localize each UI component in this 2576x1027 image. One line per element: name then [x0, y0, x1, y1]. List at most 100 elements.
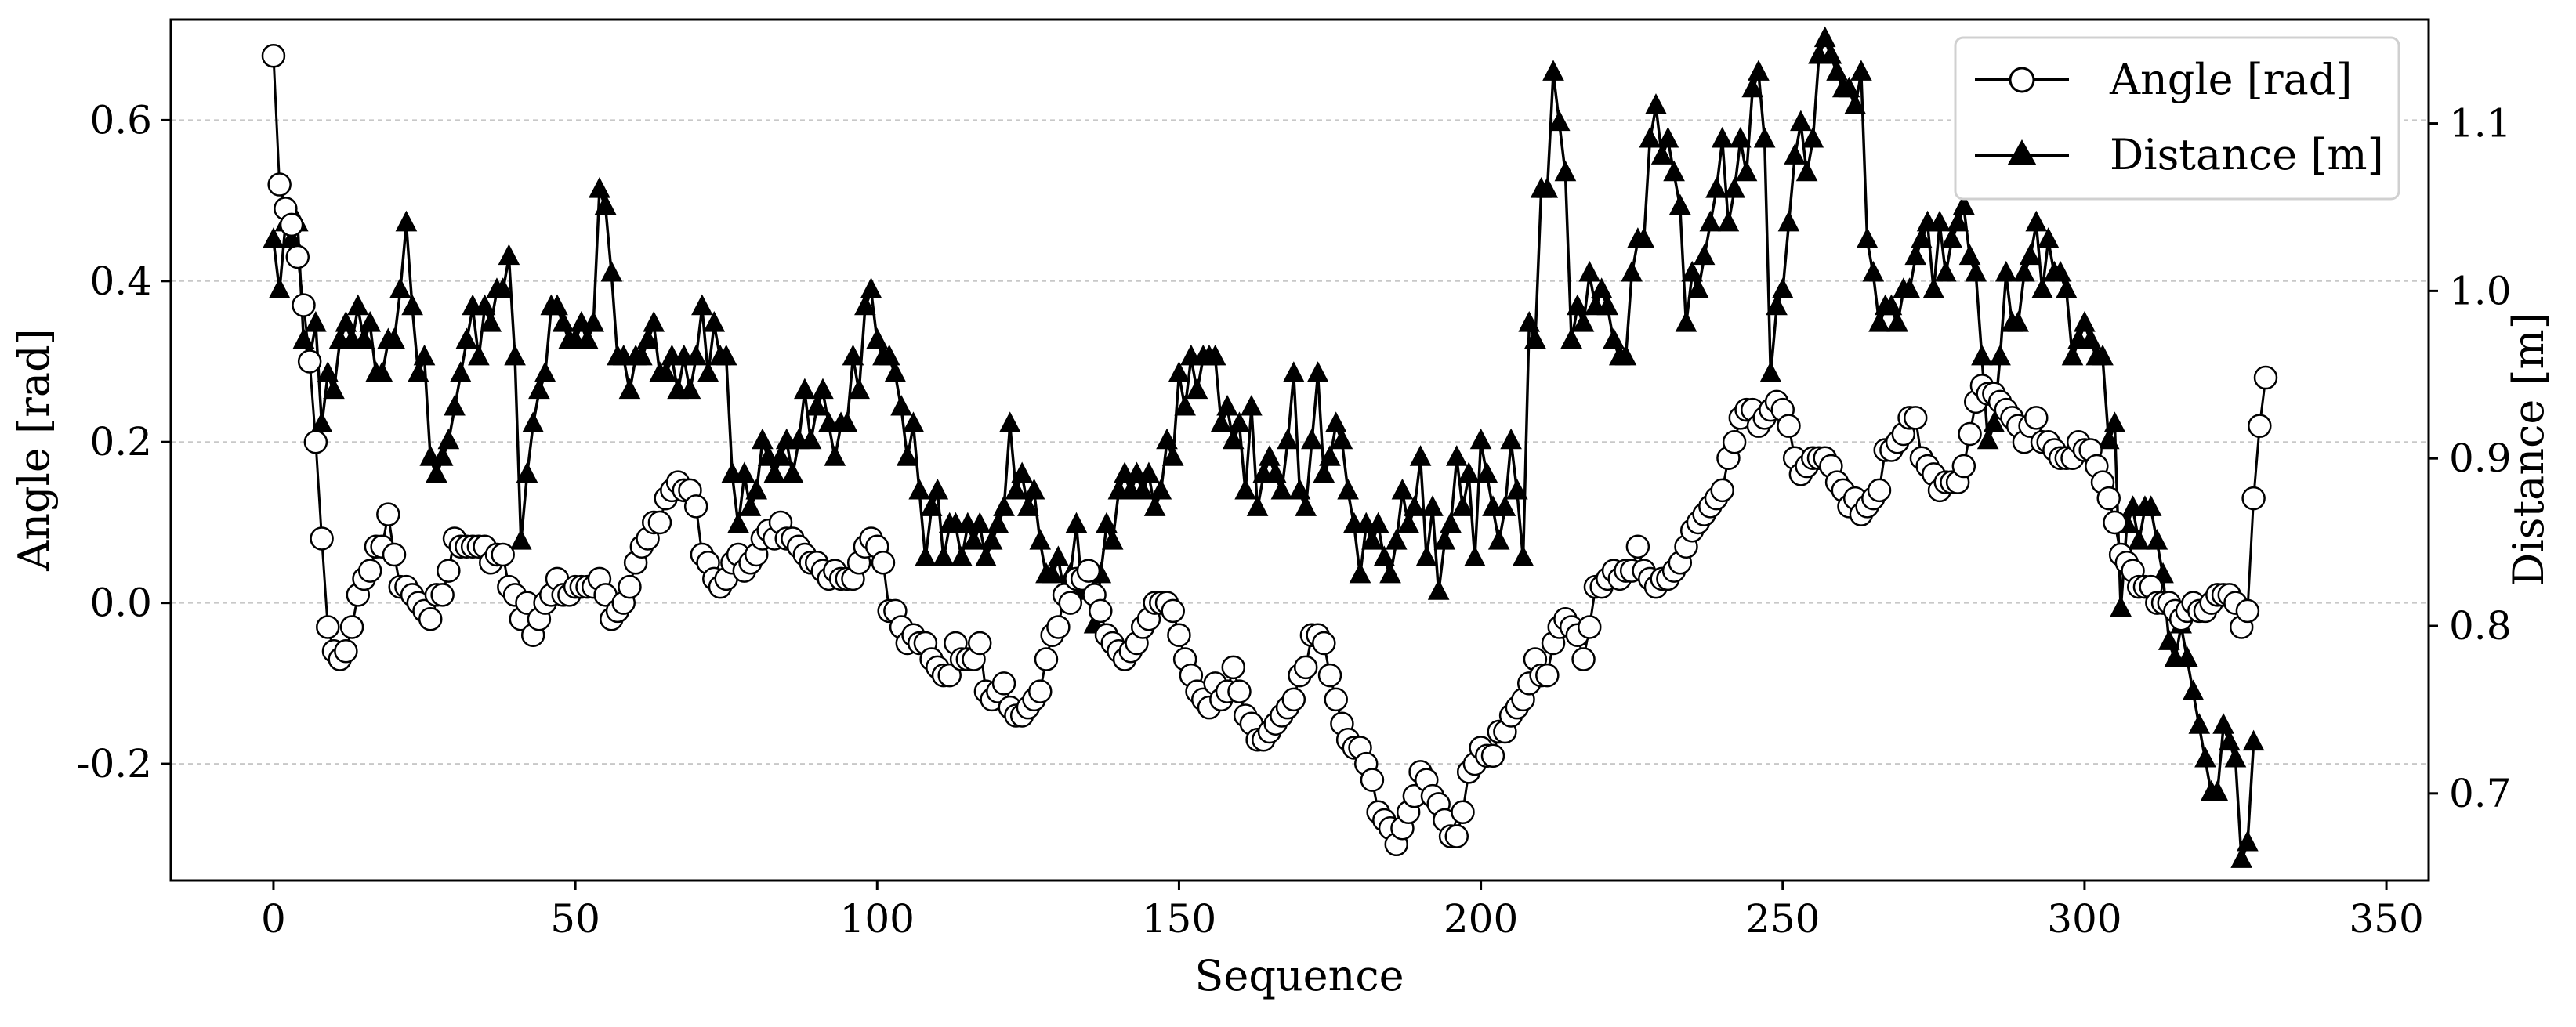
distance-point	[854, 294, 876, 316]
distance-point	[1958, 244, 1981, 266]
distance-point	[468, 344, 490, 366]
angle-point	[2248, 414, 2272, 438]
angle-point	[303, 429, 328, 454]
distance-point	[1222, 428, 1245, 450]
distance-point	[1379, 562, 1401, 584]
distance-point	[1621, 260, 1643, 282]
distance-point	[1947, 210, 1969, 232]
distance-point	[1445, 445, 1468, 466]
angle-point	[1221, 655, 1246, 680]
distance-point	[1065, 512, 1088, 533]
y-tick-label: 0.4	[89, 259, 152, 304]
distance-point	[401, 294, 423, 316]
distance-point	[1422, 495, 1444, 516]
angle-point	[683, 494, 708, 519]
distance-point	[691, 294, 713, 316]
distance-point	[685, 344, 708, 366]
distance-point	[1041, 562, 1063, 584]
distance-point	[2188, 713, 2211, 734]
angle-point	[1227, 679, 1252, 703]
y-tick-label: 0.0	[89, 580, 152, 626]
distance-point	[2037, 227, 2060, 248]
angle-point	[491, 542, 515, 567]
distance-point	[1138, 461, 1160, 483]
angle-point	[1034, 647, 1059, 671]
angle-point	[357, 559, 382, 583]
distance-point	[1994, 260, 2017, 282]
distance-point	[426, 461, 447, 483]
distance-point	[1753, 126, 1776, 148]
distance-point	[2146, 529, 2168, 550]
distance-point	[1005, 478, 1027, 500]
distance-point	[2055, 277, 2078, 298]
distance-point	[455, 327, 478, 349]
distance-point	[1639, 126, 1661, 148]
distance-point	[1324, 411, 1347, 432]
distance-point	[1850, 60, 1872, 81]
distance-point	[1288, 478, 1311, 500]
y2-axis-title: Distance [m]	[2504, 313, 2553, 587]
distance-point	[1306, 361, 1329, 382]
distance-point	[1096, 512, 1118, 533]
y-tick-label: 0.2	[89, 419, 152, 465]
distance-point	[962, 529, 985, 550]
distance-point	[2230, 847, 2253, 868]
distance-point	[1397, 512, 1419, 533]
distance-point	[920, 495, 943, 516]
angle-point	[1571, 647, 1596, 671]
distance-point	[884, 361, 907, 382]
distance-point	[1542, 60, 1564, 81]
distance-point	[1572, 311, 1595, 332]
angle-point	[310, 526, 334, 551]
angle-point	[1777, 414, 1801, 438]
y-axis-title: Angle [rad]	[9, 328, 59, 571]
y2-tick-label: 0.8	[2449, 603, 2512, 649]
angle-point	[1867, 478, 1892, 503]
distance-point	[1868, 311, 1890, 332]
angle-point	[2253, 365, 2278, 390]
distance-point	[770, 445, 792, 466]
distance-point	[631, 344, 653, 366]
angle-point	[2096, 486, 2121, 511]
distance-point	[2079, 327, 2102, 349]
y-tick-label: -0.2	[77, 741, 152, 787]
distance-point	[395, 210, 418, 232]
x-tick-label: 250	[1745, 896, 1820, 942]
distance-point	[431, 445, 454, 466]
distance-point	[1983, 411, 2005, 432]
angle-point	[2103, 510, 2127, 535]
x-tick-label: 0	[261, 896, 286, 942]
angle-point	[437, 559, 461, 583]
distance-point	[2194, 746, 2216, 768]
angle-point	[382, 542, 407, 567]
distance-point	[1228, 411, 1251, 432]
distance-point	[1675, 311, 1697, 332]
distance-point	[1385, 529, 1408, 550]
angle-point	[1089, 598, 1113, 624]
distance-point	[1186, 378, 1208, 400]
distance-point	[1373, 545, 1396, 566]
distance-point	[915, 545, 937, 566]
axes: -0.2 0.0 0.2 0.4 0.6 0.7 0.8 0.9 1.0 1.1 0 50 100 150…	[77, 97, 2512, 942]
angle-point	[1293, 655, 1318, 680]
distance-point	[1047, 545, 1070, 566]
distance-point	[1632, 227, 1655, 248]
distance-point	[1953, 193, 1975, 215]
distance-point	[1349, 562, 1371, 584]
distance-point	[1929, 210, 1951, 232]
angle-point	[1480, 743, 1505, 768]
angle-point	[316, 615, 340, 639]
distance-point	[2212, 713, 2234, 734]
distance-point	[933, 545, 955, 566]
distance-point	[1820, 42, 1842, 64]
distance-point	[1650, 143, 1673, 165]
y-tick-label: 0.6	[89, 97, 152, 143]
distance-point	[582, 311, 605, 332]
angle-point	[1578, 615, 1602, 639]
angle-point	[1046, 615, 1071, 639]
distance-point	[2206, 779, 2229, 801]
distance-point	[812, 378, 834, 400]
distance-point	[1500, 428, 1522, 450]
distance-point	[975, 545, 997, 566]
x-tick-label: 50	[550, 896, 600, 942]
